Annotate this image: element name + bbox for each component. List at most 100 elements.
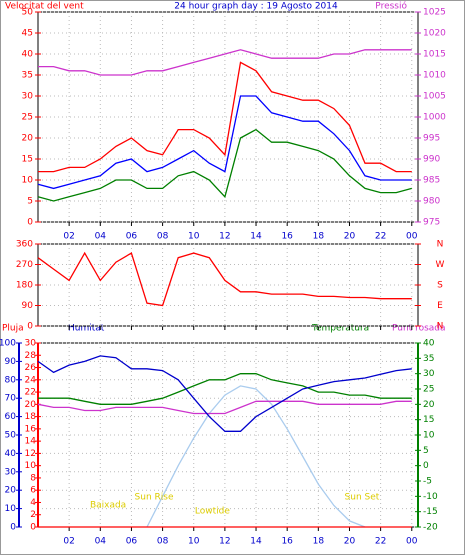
- y2-tick-label: -20: [423, 523, 438, 533]
- annotation: Baixada: [90, 501, 126, 511]
- y-tick-label: 90: [22, 301, 34, 311]
- dew-point-label: Punt rosada: [392, 324, 446, 334]
- y2-tick-label: 1015: [423, 50, 446, 60]
- y2-tick-label: 1005: [423, 92, 446, 102]
- x-tick-label: 20: [344, 232, 356, 242]
- x-tick-label: 10: [188, 537, 200, 547]
- y2-tick-label: 980: [423, 197, 440, 207]
- y-tick-label: 80: [5, 375, 17, 385]
- x-tick-label: 22: [375, 232, 386, 242]
- y2-tick-label: 975: [423, 218, 440, 228]
- y2-tick-label: 0: [423, 461, 429, 471]
- y2-tick-label: N: [437, 240, 444, 250]
- x-tick-label: 14: [250, 537, 262, 547]
- annotation: Sun Set: [345, 493, 380, 503]
- y2-tick-label: W: [436, 260, 445, 270]
- x-tick-label: 16: [281, 232, 293, 242]
- y-tick-label: 0: [27, 322, 33, 332]
- y-tick-label: 50: [5, 431, 17, 441]
- annotation: Lowtide: [195, 507, 230, 517]
- y2-tick-label: 15: [423, 415, 434, 425]
- y3-tick-label: 24: [25, 375, 37, 385]
- y3-tick-label: 0: [30, 523, 36, 533]
- x-tick-label: 18: [313, 537, 325, 547]
- y-tick-label: 270: [16, 260, 33, 270]
- y-tick-label: 0: [27, 218, 33, 228]
- x-tick-label: 00: [406, 232, 418, 242]
- x-tick-label: 14: [250, 232, 262, 242]
- x-tick-label: 06: [126, 232, 138, 242]
- x-tick-label: 10: [188, 232, 200, 242]
- y3-tick-label: 12: [25, 449, 36, 459]
- x-tick-label: 22: [375, 537, 386, 547]
- series-line: [146, 385, 366, 528]
- x-tick-label: 06: [126, 537, 138, 547]
- y-tick-label: 20: [5, 486, 17, 496]
- y-tick-label: 40: [5, 449, 17, 459]
- y2-tick-label: N: [437, 322, 444, 332]
- y2-tick-label: 1010: [423, 71, 446, 81]
- y2-tick-label: -15: [423, 507, 438, 517]
- y2-tick-label: 40: [423, 339, 435, 349]
- y2-tick-label: 995: [423, 134, 440, 144]
- y-tick-label: 50: [22, 8, 34, 18]
- y-tick-label: 15: [22, 155, 33, 165]
- y3-tick-label: 10: [25, 461, 37, 471]
- y-tick-label: 20: [22, 134, 34, 144]
- series-line: [38, 49, 412, 76]
- series-line: [38, 373, 412, 405]
- y3-tick-label: 20: [25, 400, 37, 410]
- y2-tick-label: 20: [423, 400, 435, 410]
- rain-label: Pluja: [2, 324, 24, 334]
- y3-tick-label: 2: [30, 510, 36, 520]
- y3-tick-label: 14: [25, 437, 37, 447]
- annotation: Sun Rise: [135, 493, 174, 503]
- y-tick-label: 35: [22, 71, 33, 81]
- y2-tick-label: -5: [423, 477, 432, 487]
- y-tick-label: 360: [16, 240, 33, 250]
- y2-tick-label: 5: [423, 446, 429, 456]
- y-tick-label: 30: [22, 92, 34, 102]
- y-tick-label: 40: [22, 50, 34, 60]
- y3-tick-label: 4: [30, 498, 36, 508]
- series-line: [38, 61, 412, 173]
- y-tick-label: 90: [5, 357, 17, 367]
- y3-tick-label: 8: [30, 473, 36, 483]
- y-tick-label: 5: [27, 197, 33, 207]
- y2-tick-label: 30: [423, 369, 435, 379]
- y3-tick-label: 18: [25, 412, 37, 422]
- y2-tick-label: 10: [423, 431, 435, 441]
- y2-tick-label: E: [437, 301, 443, 311]
- y-tick-label: 45: [22, 29, 33, 39]
- right-label: Pressió: [375, 1, 407, 12]
- y-tick-label: 10: [22, 176, 34, 186]
- x-tick-label: 08: [157, 232, 169, 242]
- y3-tick-label: 22: [25, 388, 36, 398]
- x-tick-label: 20: [344, 537, 356, 547]
- x-tick-label: 04: [95, 537, 107, 547]
- y2-tick-label: S: [437, 281, 443, 291]
- humidity-label: Humitat: [68, 324, 105, 334]
- series-line: [37, 95, 412, 190]
- y2-tick-label: 35: [423, 354, 434, 364]
- y-tick-label: 25: [22, 113, 33, 123]
- y-tick-label: 10: [5, 504, 17, 514]
- x-tick-label: 18: [313, 232, 325, 242]
- y2-tick-label: 990: [423, 155, 440, 165]
- y-tick-label: 100: [0, 339, 16, 349]
- x-tick-label: 08: [157, 537, 169, 547]
- y-tick-label: 180: [16, 281, 33, 291]
- y2-tick-label: 1025: [423, 8, 446, 18]
- x-tick-label: 02: [63, 537, 74, 547]
- y3-tick-label: 28: [25, 351, 37, 361]
- x-tick-label: 02: [63, 232, 74, 242]
- y2-tick-label: 985: [423, 176, 440, 186]
- y-tick-label: 30: [5, 467, 17, 477]
- y-tick-label: 60: [5, 412, 17, 422]
- series-line: [37, 400, 412, 415]
- y2-tick-label: 1000: [423, 113, 446, 123]
- y3-tick-label: 30: [25, 339, 37, 349]
- series-line: [37, 355, 412, 432]
